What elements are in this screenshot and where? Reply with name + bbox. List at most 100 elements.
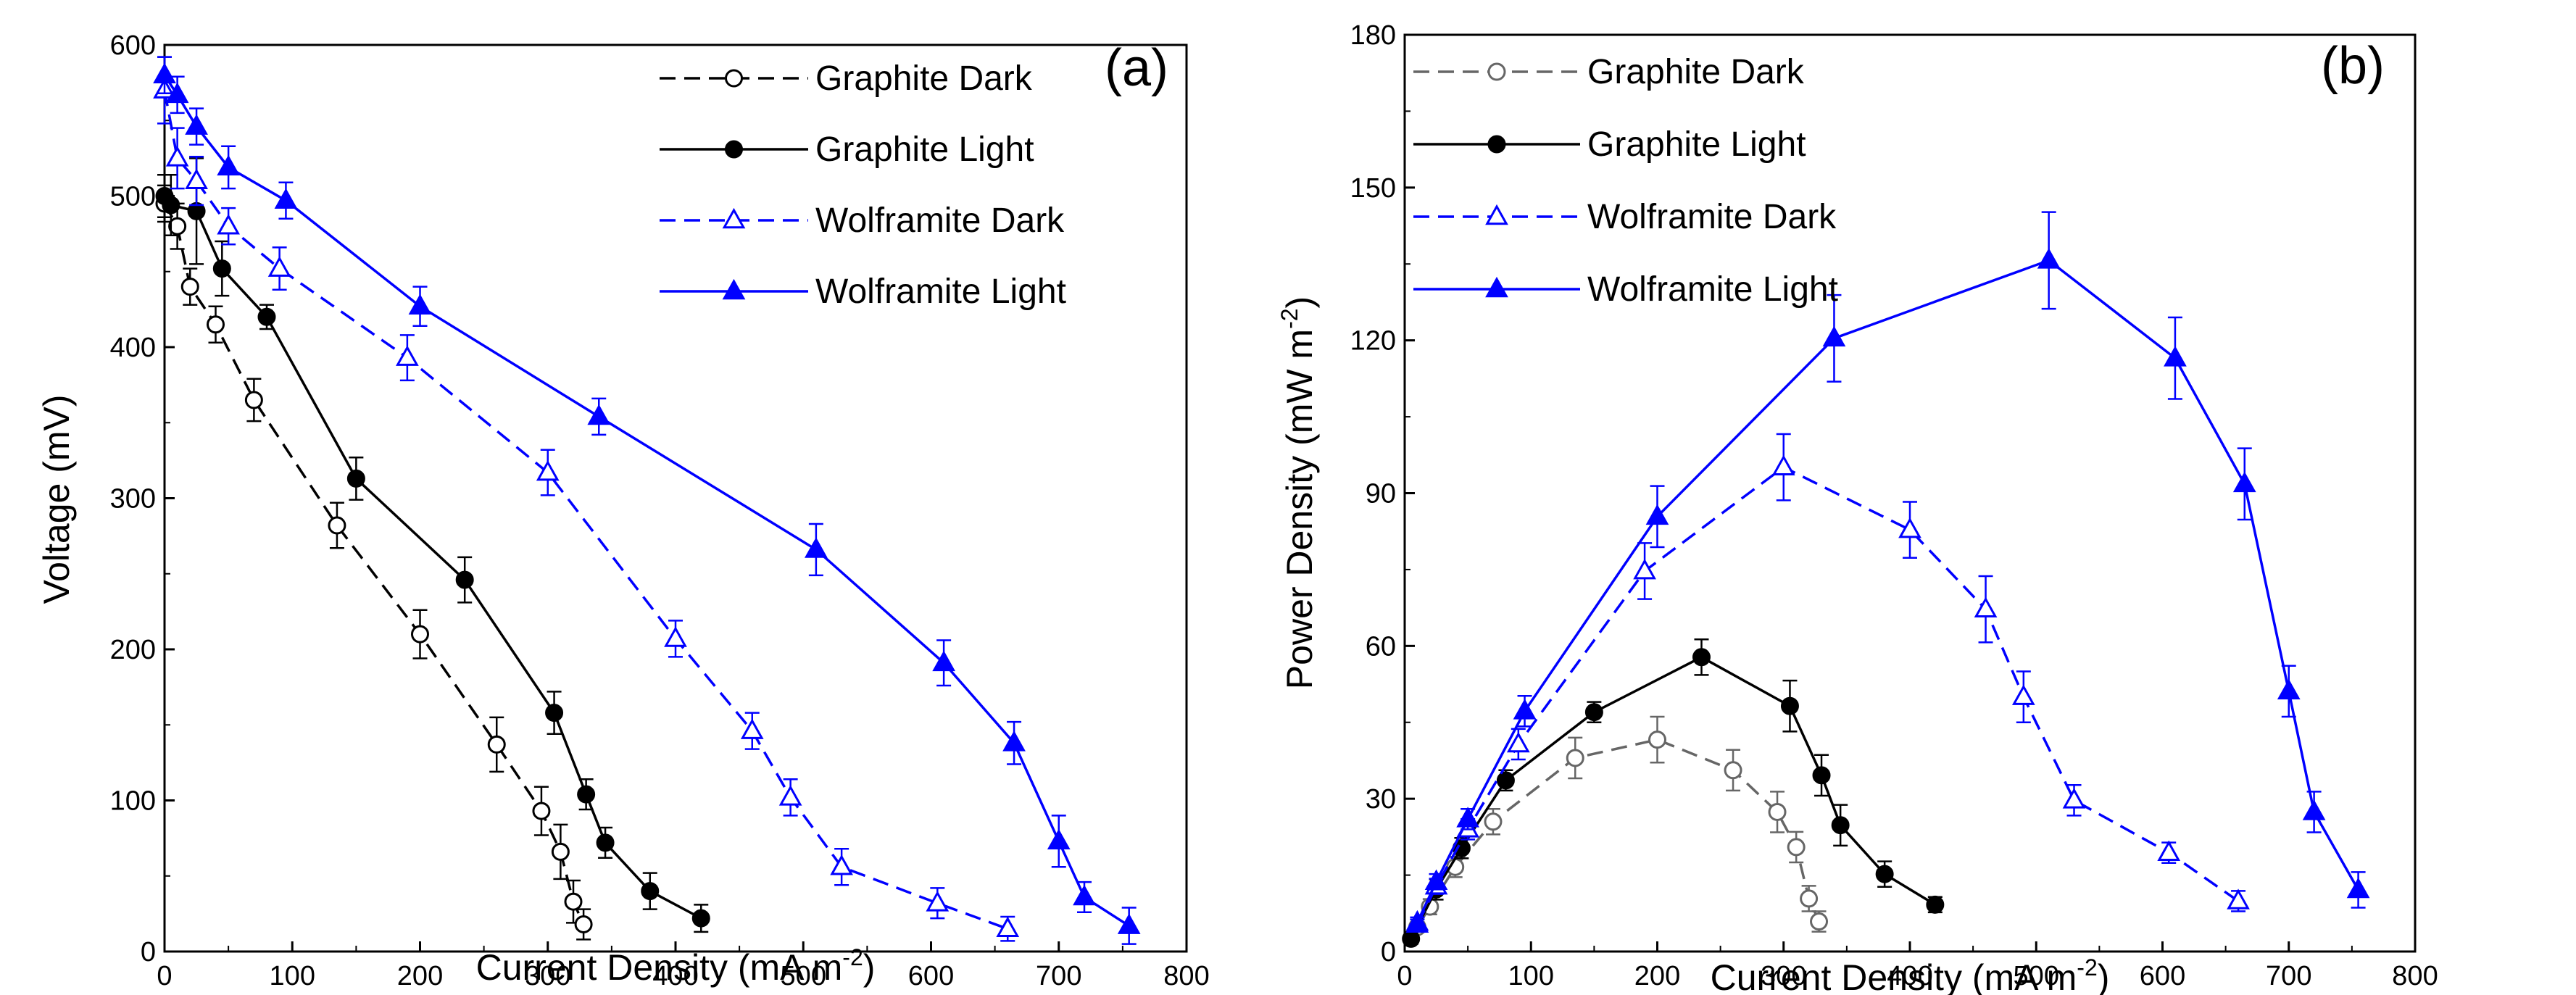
series-graphite-light bbox=[1402, 638, 1945, 948]
data-point bbox=[212, 259, 231, 278]
data-point bbox=[274, 188, 298, 209]
x-tick-label: 300 bbox=[525, 961, 570, 991]
x-axis-label-sup: -2 bbox=[842, 944, 863, 970]
data-point bbox=[926, 891, 950, 912]
legend-marker bbox=[725, 140, 743, 159]
data-point bbox=[1073, 884, 1096, 906]
data-point bbox=[1456, 807, 1479, 828]
y-tick-label: 30 bbox=[1366, 784, 1396, 815]
data-point bbox=[2232, 471, 2256, 493]
legend-marker bbox=[722, 207, 746, 229]
x-tick-label: 800 bbox=[2392, 961, 2438, 991]
x-tick-label: 0 bbox=[157, 961, 172, 991]
data-point bbox=[185, 114, 208, 135]
series-line bbox=[1416, 259, 2360, 923]
data-point bbox=[2277, 678, 2301, 700]
data-point bbox=[1812, 766, 1831, 785]
data-point bbox=[217, 214, 240, 235]
data-point bbox=[1645, 504, 1669, 525]
x-tick-label: 600 bbox=[908, 961, 954, 991]
x-tick-label: 500 bbox=[781, 961, 826, 991]
data-point bbox=[207, 315, 225, 334]
legend-label: Wolframite Light bbox=[1587, 270, 1838, 309]
series-wolframite-dark bbox=[1405, 433, 2250, 933]
data-point bbox=[2227, 888, 2250, 909]
y-tick-label: 150 bbox=[1350, 173, 1396, 204]
x-tick-label: 100 bbox=[1508, 961, 1554, 991]
plot-frame bbox=[1403, 33, 2417, 953]
y-tick-label: 200 bbox=[110, 635, 156, 665]
data-point bbox=[408, 293, 432, 315]
data-point bbox=[1724, 761, 1742, 780]
y-axis-label-close: ) bbox=[1279, 296, 1320, 309]
x-axis-label: Current Density (mA m-2) bbox=[1711, 954, 2110, 995]
y-tick-label: 300 bbox=[110, 484, 156, 515]
data-point bbox=[2157, 840, 2181, 861]
x-tick-label: 400 bbox=[1887, 961, 1932, 991]
data-point bbox=[577, 785, 596, 804]
y-tick-label: 400 bbox=[110, 333, 156, 363]
y-axis-label: Power Density (mW m-2) bbox=[1276, 296, 1320, 689]
data-point bbox=[574, 915, 593, 933]
data-point bbox=[1002, 730, 1026, 752]
series-graphite-dark bbox=[1408, 715, 1829, 936]
y-tick-label: 90 bbox=[1366, 479, 1396, 509]
legend-marker bbox=[1485, 276, 1508, 298]
data-point bbox=[1566, 749, 1584, 767]
series-wolframite-dark bbox=[153, 56, 1020, 942]
data-point bbox=[2062, 788, 2086, 809]
data-point bbox=[328, 516, 346, 535]
data-point bbox=[664, 626, 687, 647]
y-tick-label: 0 bbox=[1381, 937, 1396, 967]
data-point bbox=[1780, 696, 1799, 715]
data-point bbox=[740, 718, 764, 739]
legend-label: Graphite Light bbox=[815, 130, 1034, 169]
x-tick-label: 800 bbox=[1163, 961, 1209, 991]
data-point bbox=[1787, 838, 1806, 857]
data-point bbox=[162, 196, 180, 215]
legend-label: Wolframite Light bbox=[815, 272, 1066, 311]
data-point bbox=[2302, 799, 2326, 820]
legend-label: Graphite Dark bbox=[1587, 53, 1805, 91]
y-axis-label-main: Power Density (mW m bbox=[1279, 329, 1320, 689]
data-point bbox=[1047, 828, 1071, 850]
panel-label: (a) bbox=[1105, 39, 1168, 97]
data-point bbox=[1831, 816, 1850, 835]
chart-panel-b: 0 100 200 300 400 500 600 700 800 0 30 60 90 120 150 18… bbox=[1276, 20, 2438, 995]
data-point bbox=[1424, 869, 1448, 891]
data-point bbox=[1771, 454, 1795, 475]
data-point bbox=[217, 154, 240, 176]
data-point bbox=[1117, 913, 1141, 934]
data-point bbox=[2346, 877, 2370, 899]
legend-marker bbox=[1487, 62, 1506, 81]
data-point bbox=[532, 802, 551, 820]
series-graphite-light bbox=[155, 157, 710, 933]
data-point bbox=[168, 217, 187, 236]
data-point bbox=[596, 833, 615, 852]
data-point bbox=[805, 537, 828, 558]
data-point bbox=[1800, 889, 1819, 908]
series-line bbox=[1416, 465, 2240, 925]
x-tick-label: 200 bbox=[397, 961, 443, 991]
data-point bbox=[1898, 517, 1921, 538]
x-axis-label-sup: -2 bbox=[2077, 954, 2097, 981]
data-point bbox=[1875, 865, 1894, 883]
x-tick-label: 600 bbox=[2140, 961, 2185, 991]
data-point bbox=[830, 854, 853, 875]
data-point bbox=[185, 168, 208, 189]
data-point bbox=[165, 82, 189, 104]
x-axis-label-close: ) bbox=[2098, 957, 2110, 995]
x-tick-label: 300 bbox=[1761, 961, 1806, 991]
x-tick-label: 500 bbox=[2014, 961, 2059, 991]
series-graphite-dark bbox=[155, 184, 593, 941]
series-wolframite-light bbox=[153, 56, 1141, 945]
legend-marker bbox=[725, 69, 743, 88]
data-point bbox=[1648, 730, 1666, 749]
data-point bbox=[244, 391, 263, 409]
data-point bbox=[153, 62, 176, 83]
series-line bbox=[1410, 655, 1936, 940]
data-point bbox=[267, 256, 291, 277]
data-point bbox=[346, 469, 365, 488]
data-point bbox=[2011, 684, 2035, 705]
data-point bbox=[487, 735, 506, 754]
